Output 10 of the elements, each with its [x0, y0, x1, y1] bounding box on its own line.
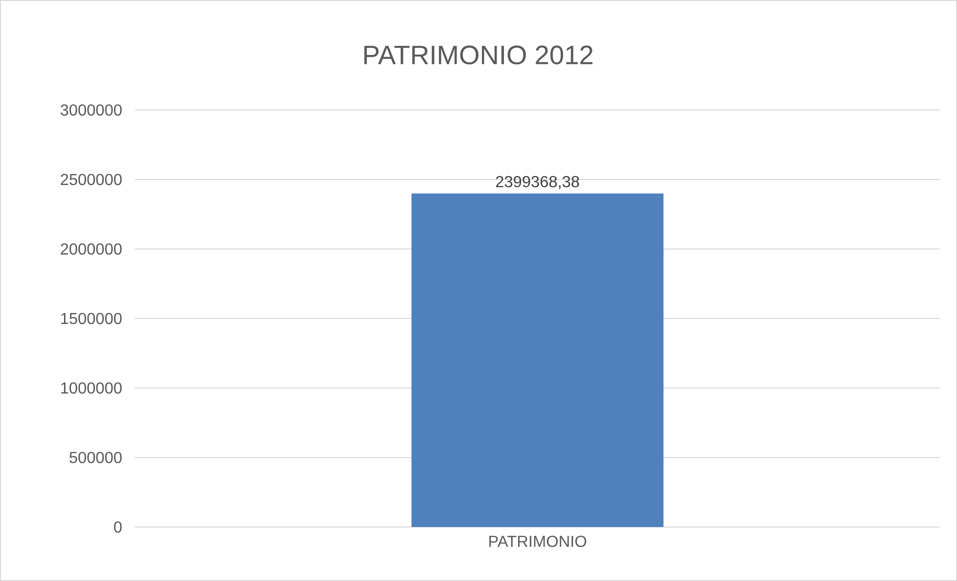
x-tick-label: PATRIMONIO	[489, 536, 586, 548]
y-tick-label: 1500000	[61, 312, 122, 324]
chart-title: PATRIMONIO 2012	[364, 46, 592, 64]
y-tick-label: 500000	[70, 452, 122, 464]
y-tick-label: 2500000	[60, 174, 122, 186]
y-tick-label: 2000000	[60, 243, 122, 255]
y-tick-label: 3000000	[60, 104, 122, 116]
y-tick-label: 1000000	[61, 382, 122, 394]
y-tick-label: 0	[114, 521, 122, 533]
data-label: 2399368,38	[496, 176, 580, 190]
